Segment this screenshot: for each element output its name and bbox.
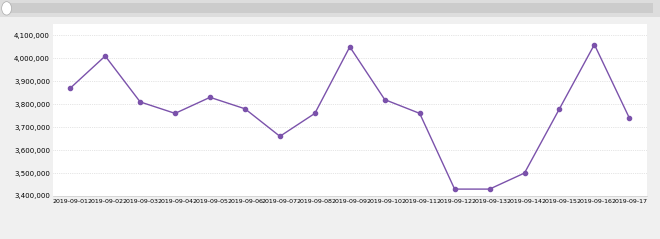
Bar: [10, 3, 653, 13]
Ellipse shape: [2, 2, 12, 15]
